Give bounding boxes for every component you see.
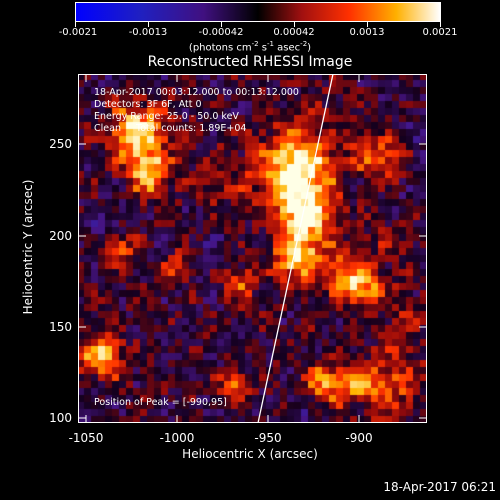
colorbar-tick xyxy=(75,22,76,27)
x-tick-label: -950 xyxy=(254,431,282,445)
colorbar-tick xyxy=(221,22,222,27)
solar-limb-line xyxy=(257,74,334,423)
plot-frame xyxy=(78,74,427,423)
colorbar-tick xyxy=(148,22,149,27)
colorbar-tick xyxy=(440,22,441,27)
image-title: Reconstructed RHESSI Image xyxy=(147,54,353,70)
info-clean-counts: Clean Total counts: 1.89E+04 xyxy=(94,123,247,134)
colorbar-tick-label: -0.0013 xyxy=(128,27,168,38)
colorbar-unit-label: (photons cm-2 s-1 asec-2) xyxy=(188,40,312,54)
x-tick-label: -900 xyxy=(345,431,373,445)
colorbar xyxy=(75,2,441,22)
y-tick-label: 100 xyxy=(49,411,72,425)
colorbar-tick xyxy=(294,22,295,27)
info-time-range: 18-Apr-2017 00:03:12.000 to 00:13:12.000 xyxy=(94,87,299,98)
colorbar-tick xyxy=(367,22,368,27)
y-tick-label: 200 xyxy=(49,229,72,243)
y-axis-label: Heliocentric Y (arcsec) xyxy=(21,179,35,315)
info-energy-range: Energy Range: 25.0 - 50.0 keV xyxy=(94,111,239,122)
colorbar-tick-label: 0.0021 xyxy=(422,27,458,38)
timestamp: 18-Apr-2017 06:21 xyxy=(383,480,496,494)
x-tick-label: -1050 xyxy=(68,431,104,445)
y-tick-label: 250 xyxy=(49,137,72,151)
rhessi-image xyxy=(78,74,427,423)
colorbar-tick-label: 0.00042 xyxy=(273,27,315,38)
peak-position: Position of Peak = [-990,95] xyxy=(94,397,227,408)
colorbar-tick-label: -0.0021 xyxy=(58,27,98,38)
x-tick-label: -1000 xyxy=(159,431,195,445)
x-axis-label: Heliocentric X (arcsec) xyxy=(182,447,318,461)
colorbar-tick-label: 0.0013 xyxy=(349,27,385,38)
info-detectors: Detectors: 3F 6F, Att 0 xyxy=(94,99,202,110)
y-tick-label: 150 xyxy=(49,320,72,334)
colorbar-tick-label: -0.00042 xyxy=(198,27,244,38)
